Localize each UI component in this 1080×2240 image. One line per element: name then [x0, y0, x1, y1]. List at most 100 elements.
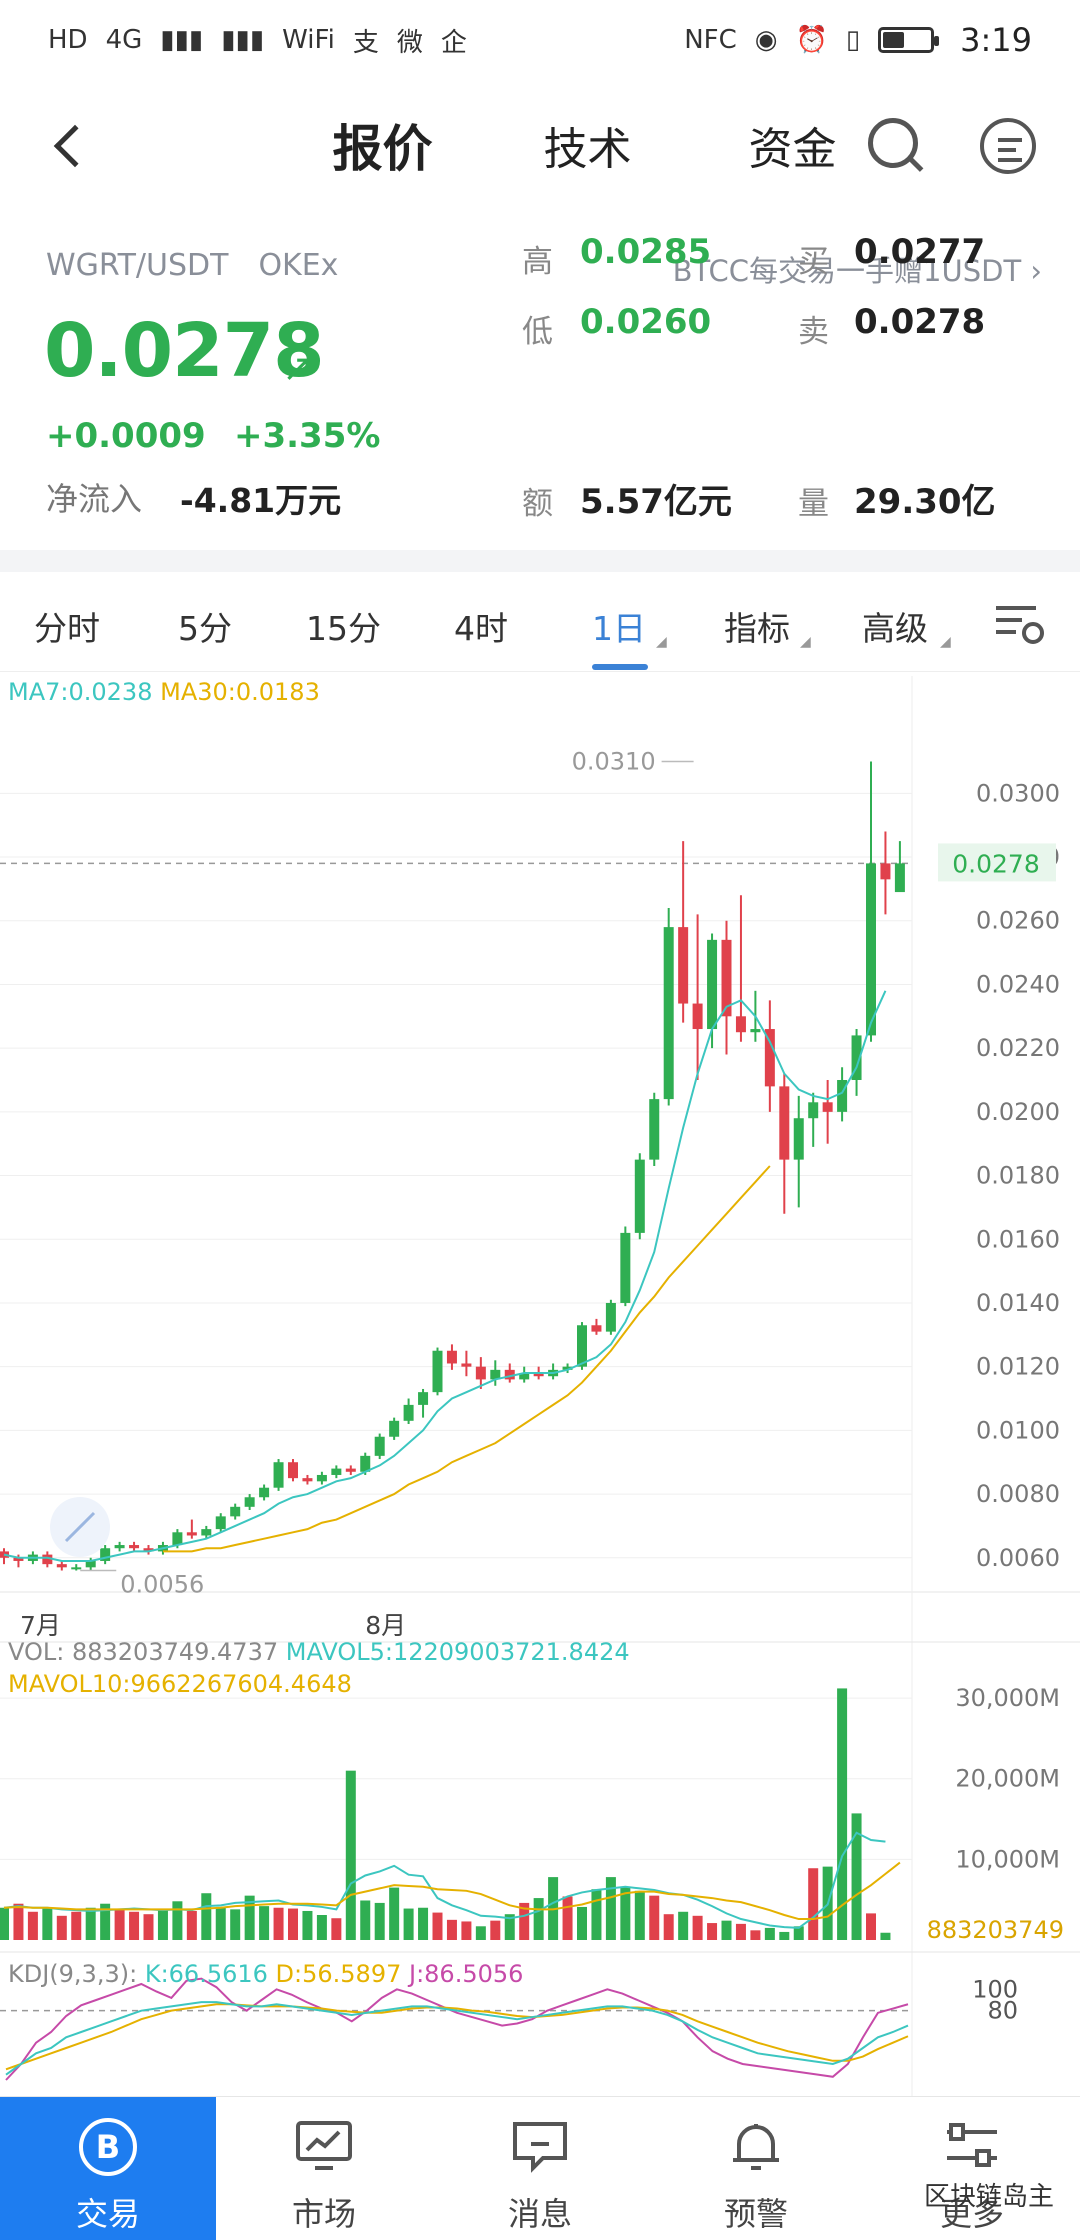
- market-chart-svg: [296, 2121, 352, 2170]
- volume-bar: [418, 1907, 429, 1940]
- high-label: 高: [522, 244, 553, 280]
- volume-bar: [85, 1907, 96, 1940]
- volume-bar: [461, 1921, 472, 1940]
- hd-icon: HD: [48, 25, 88, 55]
- mavol10-legend: MAVOL10:9662267604.4648: [8, 1670, 352, 1698]
- top-tabs: 报价 技术 资金: [280, 90, 895, 200]
- advanced-dropdown[interactable]: 高级: [862, 609, 928, 648]
- menu-line: [998, 158, 1022, 162]
- ma7-legend: MA7:0.0238: [8, 678, 153, 706]
- high-value: 0.0285: [580, 232, 712, 272]
- price-tick-label: 0.0260: [976, 907, 1060, 935]
- nav-label: 市场: [291, 2195, 356, 2233]
- interval-timeshare[interactable]: 分时: [34, 609, 100, 648]
- vol-legend-value: VOL: 883203749.4737: [8, 1638, 279, 1666]
- netflow-label: 净流入: [46, 480, 143, 518]
- price-tick-label: 0.0100: [976, 1416, 1060, 1444]
- interval-5m[interactable]: 5分: [178, 609, 232, 648]
- candle-body: [519, 1373, 530, 1380]
- candle-body: [533, 1373, 544, 1377]
- candle-body: [851, 1035, 862, 1080]
- volume-bar: [389, 1887, 400, 1940]
- ma-legend: MA7:0.0238 MA30:0.0183: [8, 678, 320, 706]
- battery-fill: [883, 32, 904, 48]
- interval-4h[interactable]: 4时: [454, 609, 508, 648]
- candle-body: [302, 1478, 313, 1482]
- nav-market[interactable]: 市场: [216, 2097, 432, 2240]
- kdj-tick-label: 80: [987, 1997, 1018, 2025]
- status-left-icons: HD 4G ▮▮▮ ▮▮▮ WiFi 支 微 企: [48, 22, 467, 59]
- candle-body: [634, 1159, 645, 1233]
- tab-funds[interactable]: 资金: [748, 124, 837, 175]
- ma30-line: [162, 1165, 771, 1553]
- bottom-nav: B 交易 市场 消息 预警 更多: [0, 2096, 1080, 2240]
- chart-settings-icon[interactable]: [996, 604, 1044, 644]
- volume-bar: [302, 1910, 313, 1940]
- kdj-k-legend: K:66.5616: [144, 1960, 268, 1988]
- candle-body: [649, 1099, 660, 1160]
- settings-gear: [1022, 622, 1044, 644]
- price-tick-label: 0.0220: [976, 1034, 1060, 1062]
- volume-bar: [100, 1903, 111, 1940]
- candle-body: [461, 1363, 472, 1367]
- candle-body: [114, 1545, 125, 1549]
- pair-name: WGRT/USDT: [46, 248, 229, 283]
- volume-label: 量: [798, 486, 829, 522]
- volume-bar: [519, 1902, 530, 1940]
- nav-label: 交易: [75, 2195, 140, 2233]
- nav-trade[interactable]: B 交易: [0, 2097, 216, 2240]
- promo-link[interactable]: BTCC每交易一手赠1USDT ›: [672, 254, 1042, 288]
- interval-15m[interactable]: 15分: [306, 609, 381, 648]
- candle-body: [42, 1554, 53, 1565]
- nfc-icon: NFC: [684, 25, 737, 55]
- candle-body: [446, 1350, 457, 1364]
- candle-body: [172, 1532, 183, 1546]
- volume-bar: [316, 1915, 327, 1940]
- candle-body: [100, 1548, 111, 1561]
- ma30-legend: MA30:0.0183: [160, 678, 320, 706]
- price-change: +0.0009: [46, 416, 206, 456]
- volume-value: 29.30亿: [854, 482, 996, 522]
- volume-bar: [866, 1913, 876, 1940]
- volume-bar: [750, 1930, 761, 1940]
- volume-bar: [504, 1914, 515, 1940]
- candle-body: [591, 1325, 602, 1332]
- price-tick-label: 0.0160: [976, 1225, 1060, 1253]
- alarm-icon: ⏰: [795, 25, 828, 55]
- candle-body: [186, 1532, 197, 1536]
- indicator-dropdown[interactable]: 指标: [724, 609, 790, 648]
- candle-body: [56, 1564, 67, 1568]
- settings-line: [996, 606, 1036, 610]
- vol-current-label: 883203749: [927, 1916, 1064, 1944]
- quote-panel: WGRT/USDT OKEx BTCC每交易一手赠1USDT › 0.0278 ↗…: [0, 220, 1080, 550]
- nav-alerts[interactable]: 预警: [648, 2097, 864, 2240]
- candle-body: [707, 939, 718, 1030]
- kline-chart[interactable]: 0.03000.02800.02600.02400.02200.02000.01…: [0, 676, 1080, 2096]
- kdj-j-line: [5, 1977, 909, 2081]
- nav-messages[interactable]: 消息: [432, 2097, 648, 2240]
- tab-technical[interactable]: 技术: [543, 124, 632, 175]
- price-tick-label: 0.0120: [976, 1353, 1060, 1381]
- tab-quote[interactable]: 报价: [332, 120, 433, 178]
- amount-value: 5.57亿元: [580, 482, 732, 522]
- search-icon[interactable]: [868, 118, 926, 176]
- battery-icon: [878, 27, 940, 53]
- volume-bar: [678, 1911, 689, 1940]
- candle-body: [779, 1086, 790, 1160]
- candle-body: [13, 1557, 24, 1561]
- trade-b-glyph: B: [79, 2118, 137, 2176]
- kdj-d-legend: D:56.5897: [275, 1960, 402, 1988]
- nav-more[interactable]: 更多: [864, 2097, 1080, 2240]
- vol-tick-label: 20,000M: [955, 1765, 1060, 1793]
- volume-bar: [230, 1909, 241, 1940]
- interval-1d[interactable]: 1日: [592, 609, 646, 648]
- back-button[interactable]: [40, 116, 100, 176]
- volume-bar: [27, 1911, 38, 1940]
- menu-icon[interactable]: [980, 118, 1038, 176]
- vol-tick-label: 30,000M: [955, 1684, 1060, 1712]
- candle-body: [403, 1404, 414, 1421]
- menu-line: [998, 138, 1022, 142]
- wifi-icon: WiFi: [282, 25, 335, 55]
- volume-bar: [446, 1919, 457, 1940]
- candle-body: [331, 1468, 342, 1475]
